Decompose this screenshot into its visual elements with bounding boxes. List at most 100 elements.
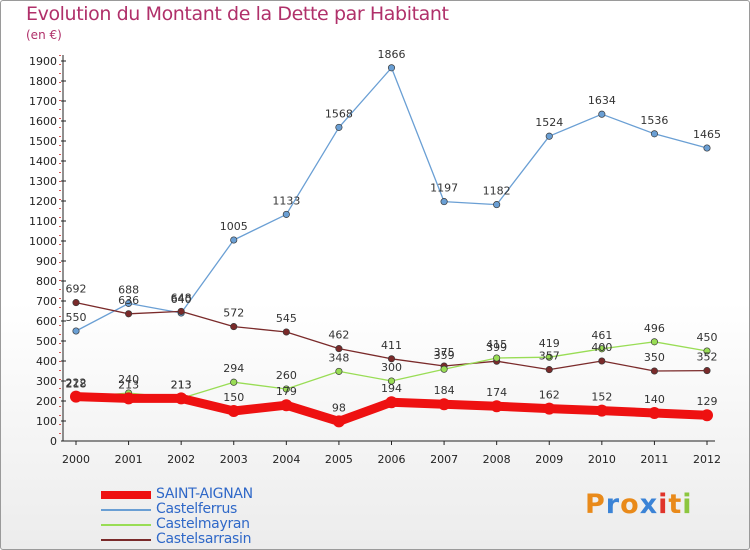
y-tick-label: 1200 xyxy=(29,195,57,208)
data-point xyxy=(545,132,553,140)
data-point xyxy=(648,407,661,419)
data-label: 400 xyxy=(591,341,612,354)
data-point xyxy=(490,400,503,413)
data-label: 692 xyxy=(66,283,87,296)
data-point xyxy=(701,409,713,422)
data-label: 260 xyxy=(276,369,297,382)
data-point xyxy=(282,385,290,393)
data-point xyxy=(703,367,711,375)
data-label: 640 xyxy=(171,293,192,306)
logo-letter: P xyxy=(585,489,606,520)
y-tick-label: 500 xyxy=(36,335,57,348)
y-tick-label: 1600 xyxy=(29,115,57,128)
data-point xyxy=(440,198,448,206)
data-point xyxy=(335,345,343,353)
data-point xyxy=(595,404,608,417)
data-point xyxy=(332,415,345,428)
data-label: 213 xyxy=(171,378,192,391)
y-tick-label: 1400 xyxy=(29,155,57,168)
x-tick-label: 2012 xyxy=(693,453,721,466)
data-label: 419 xyxy=(539,337,560,350)
data-point xyxy=(122,392,135,405)
y-tick-label: 900 xyxy=(36,255,57,268)
data-label: 162 xyxy=(539,389,560,402)
y-tick-label: 1000 xyxy=(29,235,57,248)
y-tick-label: 100 xyxy=(36,415,57,428)
logo-letter: i xyxy=(682,489,693,520)
data-point xyxy=(335,123,343,131)
data-point xyxy=(493,354,501,362)
data-point xyxy=(125,310,133,318)
data-label: 415 xyxy=(486,338,507,351)
data-point xyxy=(72,299,80,307)
data-label: 462 xyxy=(328,329,349,342)
unit-label: (en €) xyxy=(26,28,62,42)
y-tick-label: 0 xyxy=(50,435,57,448)
data-point xyxy=(282,328,290,336)
data-label: 129 xyxy=(697,395,718,408)
data-label: 1465 xyxy=(693,128,721,141)
legend-swatch xyxy=(101,524,151,526)
data-point xyxy=(438,398,451,411)
logo-letter: x xyxy=(639,489,659,520)
legend-label: SAINT-AIGNAN xyxy=(156,486,253,502)
data-label: 688 xyxy=(118,283,139,296)
data-label: 98 xyxy=(332,401,346,414)
y-tick-label: 1500 xyxy=(29,135,57,148)
data-label: 1568 xyxy=(325,107,353,120)
data-label: 1005 xyxy=(220,220,248,233)
data-label: 294 xyxy=(223,362,244,375)
x-tick-label: 2006 xyxy=(378,453,406,466)
data-point xyxy=(543,402,556,415)
data-label: 300 xyxy=(381,361,402,374)
y-tick-label: 1100 xyxy=(29,215,57,228)
data-point xyxy=(440,365,448,373)
data-label: 1524 xyxy=(535,116,563,129)
logo-letter: r xyxy=(605,489,621,520)
proxiti-logo: Proxiti xyxy=(585,489,693,520)
data-label: 550 xyxy=(66,311,87,324)
data-label: 1133 xyxy=(272,194,300,207)
data-label: 1536 xyxy=(640,114,668,127)
data-label: 461 xyxy=(591,329,612,342)
x-tick-label: 2000 xyxy=(62,453,90,466)
x-tick-label: 2010 xyxy=(588,453,616,466)
data-point xyxy=(545,366,553,374)
data-label: 545 xyxy=(276,312,297,325)
data-label: 359 xyxy=(434,349,455,362)
data-label: 350 xyxy=(644,351,665,364)
x-tick-label: 2001 xyxy=(115,453,143,466)
data-point xyxy=(230,323,238,331)
data-point xyxy=(282,210,290,218)
data-point xyxy=(335,367,343,375)
data-point xyxy=(650,338,658,346)
x-tick-label: 2003 xyxy=(220,453,248,466)
legend-swatch xyxy=(101,509,151,511)
data-point xyxy=(598,110,606,118)
data-point xyxy=(387,377,396,385)
data-point xyxy=(177,307,185,315)
legend-label: Castelferrus xyxy=(156,501,238,517)
data-point xyxy=(72,327,80,335)
data-point xyxy=(598,357,606,365)
y-tick-label: 1900 xyxy=(29,55,57,68)
x-tick-label: 2007 xyxy=(430,453,458,466)
data-label: 399 xyxy=(486,341,507,354)
data-label: 1866 xyxy=(378,48,406,61)
data-label: 1197 xyxy=(430,182,458,195)
x-tick-label: 2011 xyxy=(640,453,668,466)
y-tick-label: 1800 xyxy=(29,75,57,88)
data-point xyxy=(387,355,396,363)
data-label: 240 xyxy=(118,373,139,386)
data-label: 179 xyxy=(276,385,297,398)
logo-letter: t xyxy=(668,489,683,520)
data-label: 375 xyxy=(434,346,455,359)
x-tick-label: 2004 xyxy=(272,453,300,466)
x-tick-label: 2005 xyxy=(325,453,353,466)
y-tick-label: 400 xyxy=(36,355,57,368)
data-label: 450 xyxy=(697,331,718,344)
data-label: 222 xyxy=(66,377,87,390)
logo-letter: o xyxy=(620,489,640,520)
data-point xyxy=(175,392,188,405)
